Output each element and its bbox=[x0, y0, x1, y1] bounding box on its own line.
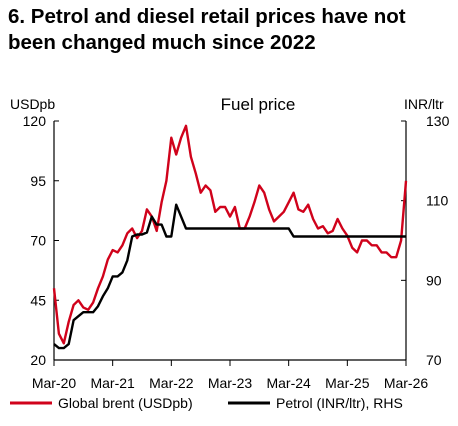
x-tick-label: Mar-22 bbox=[149, 375, 194, 391]
x-tick-label: Mar-25 bbox=[325, 375, 370, 391]
series-line-petrol bbox=[53, 203, 406, 350]
x-tick-label: Mar-21 bbox=[90, 375, 135, 391]
right-tick-label: 130 bbox=[426, 113, 450, 129]
x-tick-label: Mar-23 bbox=[208, 375, 253, 391]
left-tick-label: 20 bbox=[30, 352, 46, 368]
right-tick-label: 110 bbox=[426, 193, 449, 209]
legend-label: Global brent (USDpb) bbox=[58, 395, 193, 411]
x-tick-label: Mar-24 bbox=[266, 375, 311, 391]
left-tick-label: 70 bbox=[30, 233, 46, 249]
right-axis-label: INR/ltr bbox=[404, 96, 444, 112]
legend-label: Petrol (INR/ltr), RHS bbox=[276, 395, 403, 411]
left-tick-label: 95 bbox=[30, 173, 46, 189]
left-axis-label: USDpb bbox=[10, 96, 55, 112]
x-tick-label: Mar-20 bbox=[32, 375, 77, 391]
chart-title: 6. Petrol and diesel retail prices have … bbox=[8, 5, 406, 54]
left-tick-label: 120 bbox=[23, 113, 47, 129]
series-line-global-brent bbox=[52, 124, 408, 345]
right-tick-label: 90 bbox=[426, 272, 442, 288]
right-tick-label: 70 bbox=[426, 352, 442, 368]
left-tick-label: 45 bbox=[30, 292, 46, 308]
x-tick-label: Mar-26 bbox=[384, 375, 429, 391]
plot-title: Fuel price bbox=[221, 95, 296, 114]
